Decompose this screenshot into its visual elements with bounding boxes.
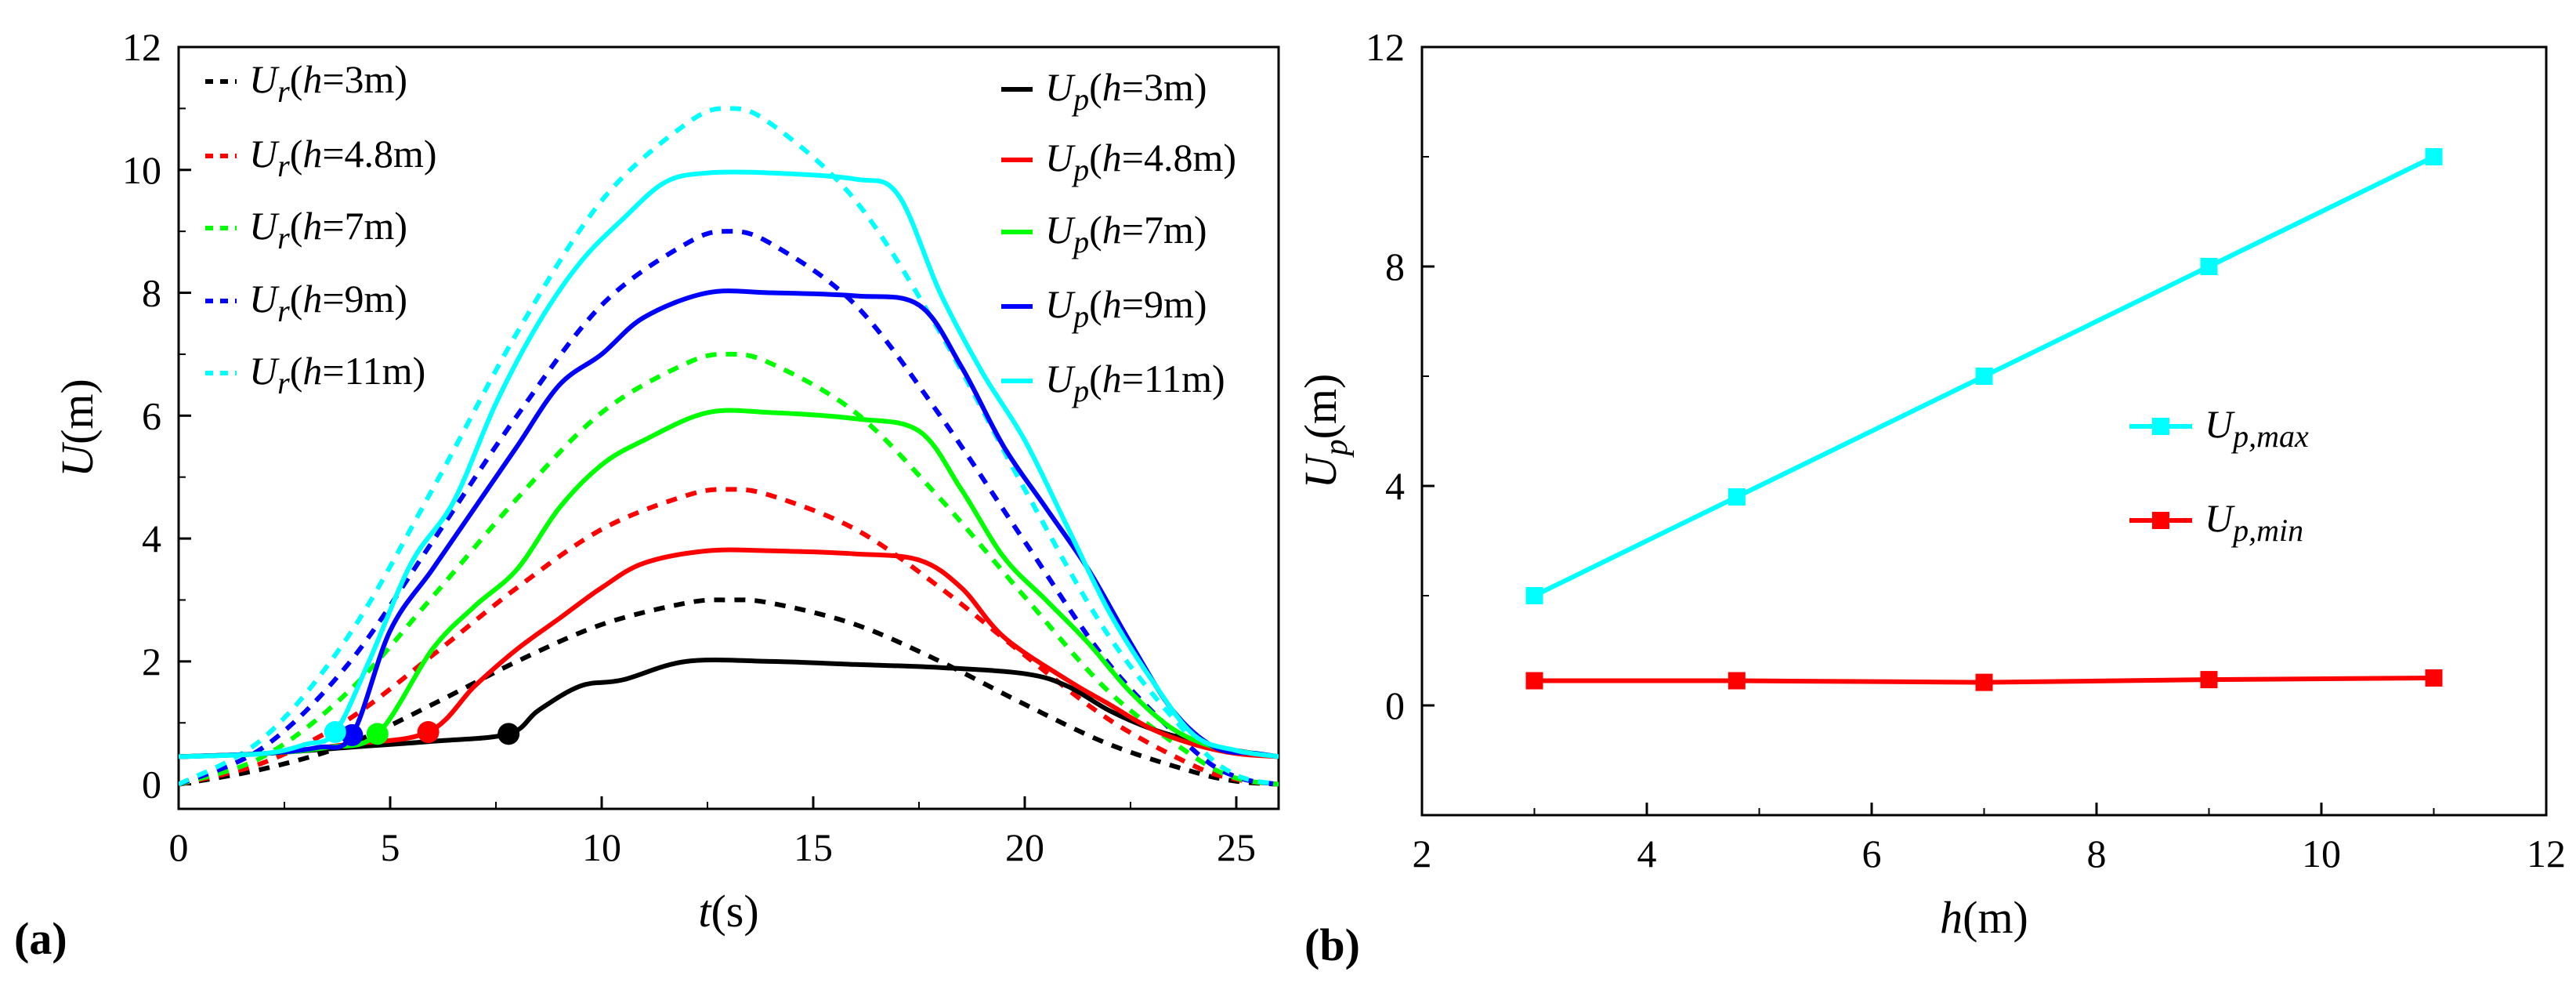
- x-tick-label: 8: [2087, 832, 2107, 875]
- legend-marker: [2152, 418, 2169, 435]
- y-tick-label: 12: [122, 25, 161, 69]
- panel-label: (b): [1304, 919, 1360, 970]
- data-point-marker: [1975, 368, 1993, 385]
- x-tick-label: 0: [169, 825, 189, 869]
- data-point-marker: [1525, 672, 1543, 690]
- x-tick-label: 25: [1217, 825, 1256, 869]
- legend-entry: Up(h=4.8m): [1001, 136, 1236, 187]
- legend-label: Ur(h=4.8m): [249, 132, 437, 183]
- data-point-marker: [1975, 673, 1993, 691]
- transition-point-marker: [341, 723, 364, 746]
- y-tick-label: 0: [1385, 683, 1405, 727]
- transition-point-marker: [417, 721, 440, 744]
- legend-label: Up,max: [2205, 402, 2309, 454]
- series-line-ur-h-11m-: [179, 106, 1279, 787]
- panel-a: 0 5 10 15 20 25024681012t(s)U(m)(a)Ur(h=3m)Ur…: [14, 25, 1280, 964]
- legend-entry: Ur(h=7m): [205, 204, 407, 256]
- legend-entry: Ur(h=11m): [205, 349, 425, 401]
- legend-entry: Up(h=9m): [1001, 282, 1207, 334]
- legend-entry: Up(h=3m): [1001, 65, 1207, 117]
- legend-label: Ur(h=3m): [249, 57, 407, 109]
- series-line-up-h-11m-: [179, 169, 1279, 759]
- x-tick-label: 5: [381, 825, 400, 869]
- legend-entry: Up,max: [2129, 402, 2309, 454]
- x-tick-label: 12: [2527, 832, 2566, 875]
- legend-label: Ur(h=11m): [249, 349, 425, 401]
- data-point-marker: [2425, 669, 2443, 687]
- panel-b: 2 4 6 8 10 12 0 4 8 12 h(m) Up(m) (b) Up,max Up,min: [1295, 25, 2566, 970]
- plot-frame: [1420, 45, 2548, 817]
- legend-label: Up(h=4.8m): [1045, 136, 1236, 187]
- legend-entry: Up(h=7m): [1001, 208, 1207, 259]
- y-tick-label: 4: [1385, 464, 1405, 508]
- series-line-up-h-9m-: [179, 288, 1279, 759]
- y-tick-label: 6: [142, 393, 161, 437]
- legend-label: Up(h=11m): [1045, 357, 1225, 408]
- legend-entry: Ur(h=4.8m): [205, 132, 437, 183]
- x-axis-label: t(s): [698, 886, 758, 937]
- legend-entry: Ur(h=9m): [205, 277, 407, 328]
- legend-label: Up(h=3m): [1045, 65, 1207, 117]
- x-tick-label: 15: [794, 825, 833, 869]
- data-point-marker: [2200, 671, 2218, 689]
- panel-label: (a): [14, 913, 67, 964]
- y-axis-label: Up(m): [1295, 374, 1355, 489]
- y-tick-label: 8: [142, 271, 161, 315]
- y-tick-label: 4: [142, 517, 161, 560]
- legend-label: Up(h=9m): [1045, 282, 1207, 334]
- plot-frame: [177, 45, 1280, 810]
- y-tick-label: 2: [142, 640, 161, 683]
- data-point-marker: [2200, 258, 2218, 275]
- legend-marker: [2152, 512, 2169, 529]
- legend-label: Up,min: [2205, 496, 2303, 548]
- y-axis-label: U(m): [52, 379, 103, 477]
- y-tick-label: 10: [122, 148, 161, 192]
- y-tick-label: 0: [142, 763, 161, 807]
- x-tick-label: 20: [1005, 825, 1044, 869]
- legend-label: Up(h=7m): [1045, 208, 1207, 259]
- legend-entry: Ur(h=3m): [205, 57, 407, 109]
- legend: Up,max Up,min: [2129, 402, 2309, 548]
- transition-point-marker: [324, 721, 346, 744]
- data-point-marker: [1728, 672, 1746, 690]
- y-tick-label: 12: [1366, 25, 1405, 69]
- legend-entry: Up(h=11m): [1001, 357, 1225, 408]
- transition-point-marker: [366, 723, 389, 745]
- transition-point-marker: [497, 723, 520, 745]
- legend-entry: Up,min: [2129, 496, 2303, 548]
- plot-area: [1525, 148, 2443, 691]
- series-line-ur-h-3m-: [179, 597, 1279, 787]
- legend-label: Ur(h=7m): [249, 204, 407, 256]
- data-point-marker: [1728, 488, 1746, 506]
- x-tick-label: 10: [2302, 832, 2341, 875]
- x-tick-label: 2: [1413, 832, 1432, 875]
- data-point-marker: [1525, 587, 1543, 604]
- legend-label: Ur(h=9m): [249, 277, 407, 328]
- plot-area: [179, 106, 1279, 787]
- x-tick-label: 4: [1637, 832, 1657, 875]
- series-line-up-h-7m-: [179, 408, 1279, 759]
- y-tick-label: 8: [1385, 245, 1405, 288]
- data-point-marker: [2425, 148, 2443, 165]
- x-tick-label: 10: [582, 825, 621, 869]
- x-axis-label: h(m): [1940, 892, 2028, 943]
- x-tick-label: 6: [1862, 832, 1882, 875]
- legend: Ur(h=3m) Ur(h=4.8m) Ur(h=7m) Ur(h=9m) Ur(h=1…: [205, 57, 1236, 408]
